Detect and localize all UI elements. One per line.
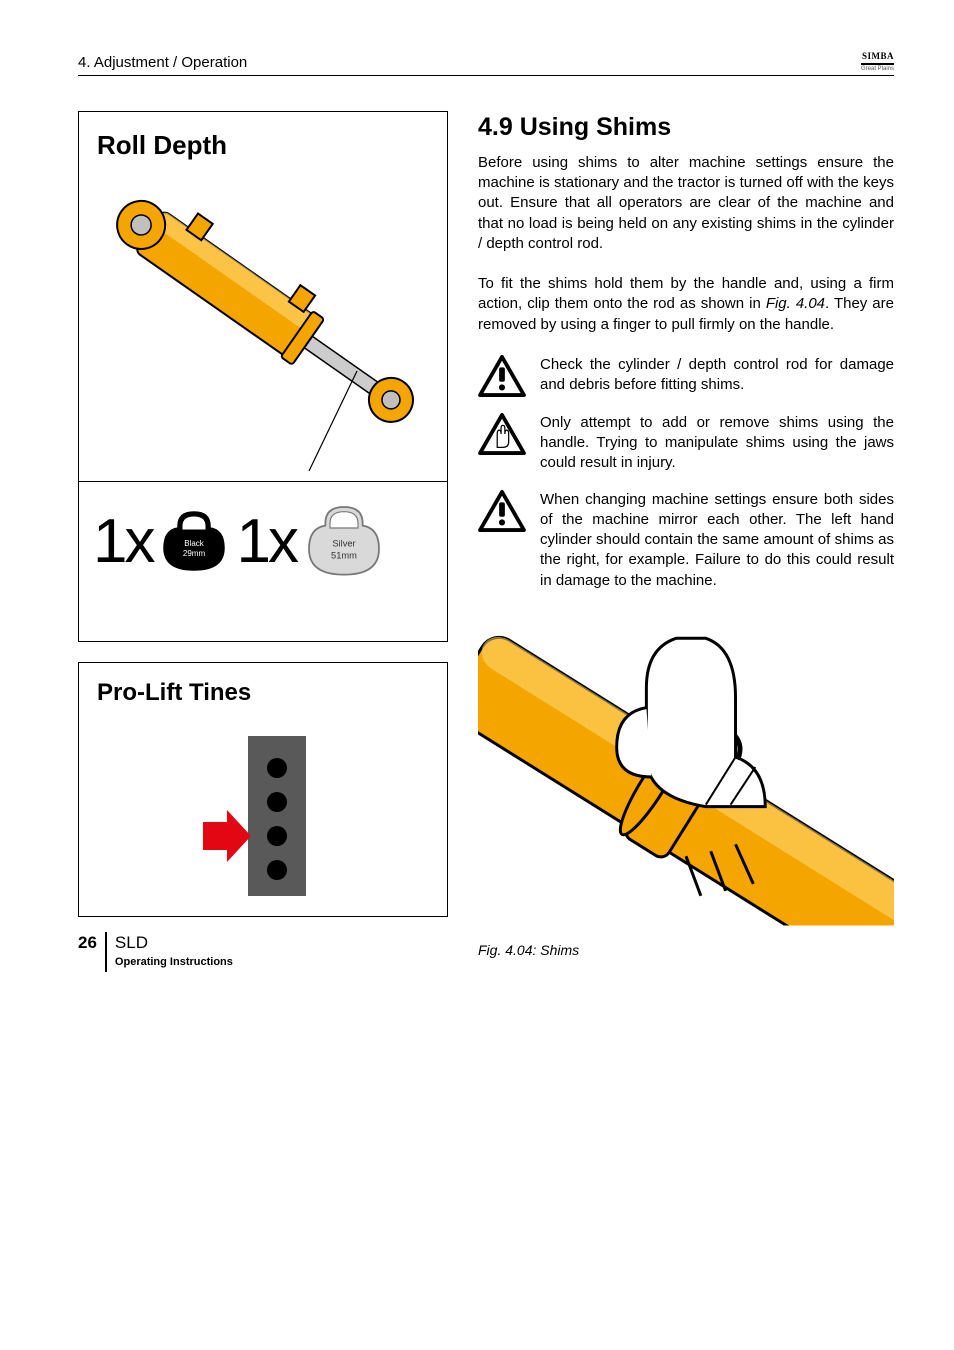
shim-quantity-row: 1x Black 29mm 1x Silver 51mm bbox=[79, 481, 447, 606]
warning-2: Only attempt to add or remove shims usin… bbox=[478, 413, 894, 474]
header-section: 4. Adjustment / Operation bbox=[78, 53, 247, 73]
shim-qty-1: 1x bbox=[93, 500, 152, 584]
intro-para-2: To fit the shims hold them by the handle… bbox=[478, 274, 894, 335]
roll-depth-panel: Roll Depth bbox=[78, 111, 448, 642]
brand-logo: SIMBA Great Plains bbox=[861, 50, 894, 73]
fig-4-04-illustration bbox=[478, 617, 894, 927]
svg-text:Silver: Silver bbox=[332, 539, 355, 549]
warning-hand-icon bbox=[478, 413, 526, 455]
page-footer: 26 SLD Operating Instructions bbox=[78, 932, 233, 972]
warning-alert-icon bbox=[478, 490, 526, 532]
roll-depth-title: Roll Depth bbox=[79, 112, 447, 171]
brand-sub: Great Plains bbox=[861, 65, 894, 73]
hydraulic-cylinder-illustration bbox=[79, 171, 449, 481]
footer-subtitle: Operating Instructions bbox=[115, 955, 233, 970]
figure-caption: Fig. 4.04: Shims bbox=[478, 941, 894, 960]
page-header: 4. Adjustment / Operation SIMBA Great Pl… bbox=[78, 50, 894, 76]
shim-black-icon: Black 29mm bbox=[158, 506, 230, 578]
svg-text:51mm: 51mm bbox=[331, 551, 357, 561]
pro-lift-illustration bbox=[163, 726, 363, 906]
intro-para-1: Before using shims to alter machine sett… bbox=[478, 153, 894, 254]
footer-title: SLD bbox=[115, 932, 233, 955]
warning-alert-icon bbox=[478, 355, 526, 397]
pro-lift-title: Pro-Lift Tines bbox=[79, 663, 447, 715]
warning-3: When changing machine settings ensure bo… bbox=[478, 490, 894, 591]
svg-text:29mm: 29mm bbox=[183, 549, 206, 558]
warning-2-text: Only attempt to add or remove shims usin… bbox=[540, 413, 894, 474]
shim-silver-icon: Silver 51mm bbox=[302, 500, 386, 584]
brand-main: SIMBA bbox=[861, 50, 894, 65]
section-heading: 4.9 Using Shims bbox=[478, 111, 894, 145]
footer-divider bbox=[105, 932, 107, 972]
warning-1: Check the cylinder / depth control rod f… bbox=[478, 355, 894, 397]
warning-3-text: When changing machine settings ensure bo… bbox=[540, 490, 894, 591]
shim-qty-2: 1x bbox=[236, 500, 295, 584]
warning-1-text: Check the cylinder / depth control rod f… bbox=[540, 355, 894, 397]
svg-text:Black: Black bbox=[185, 539, 206, 548]
page-number: 26 bbox=[78, 932, 97, 955]
pro-lift-panel: Pro-Lift Tines bbox=[78, 662, 448, 916]
